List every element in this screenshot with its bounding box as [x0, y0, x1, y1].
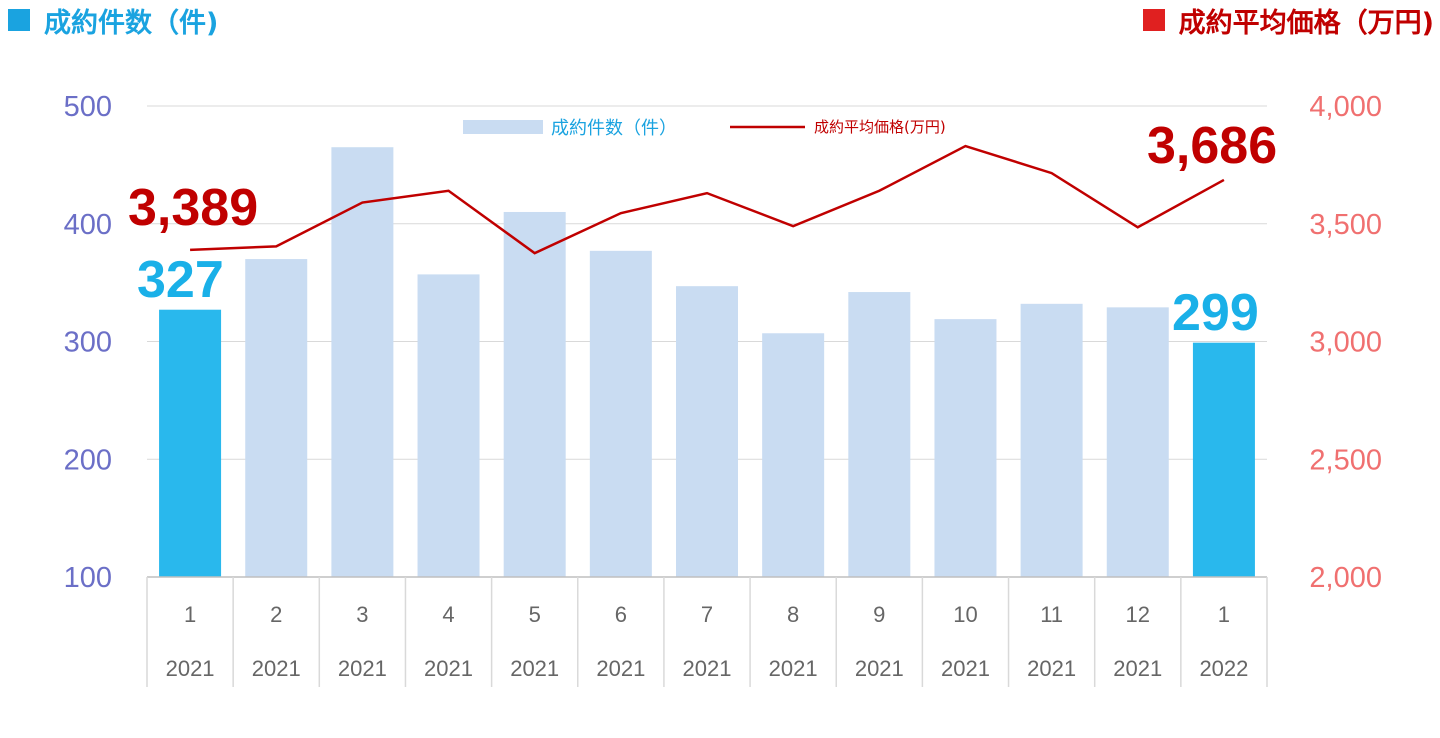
- left-axis-tick: 100: [64, 562, 112, 594]
- callout-first-price: 3,389: [128, 179, 258, 237]
- left-axis-tick: 200: [64, 444, 112, 476]
- right-axis-title: 成約平均価格（万円): [1178, 7, 1434, 39]
- bar-series: [159, 147, 1255, 577]
- x-tick-year: 2021: [252, 656, 301, 681]
- bar: [762, 333, 825, 577]
- bar: [1020, 303, 1083, 577]
- bar: [676, 286, 738, 577]
- x-tick-year: 2022: [1199, 656, 1248, 681]
- right-axis-tick: 2,000: [1309, 562, 1382, 594]
- bar: [1106, 307, 1169, 577]
- left-axis-tick: 300: [64, 327, 112, 359]
- x-tick-year: 2021: [1027, 656, 1076, 681]
- x-tick-year: 2021: [769, 656, 818, 681]
- right-axis-header: 成約平均価格（万円): [1142, 0, 1434, 40]
- callout-first-count: 327: [137, 251, 224, 309]
- bar: [159, 309, 222, 577]
- x-tick-month: 6: [615, 602, 627, 627]
- left-axis-tick: 500: [64, 91, 112, 123]
- callout-last-count: 299: [1172, 284, 1259, 342]
- left-axis-header: 成約件数（件): [8, 0, 218, 40]
- bar-series-swatch: [8, 9, 30, 31]
- x-tick-year: 2021: [424, 656, 473, 681]
- x-tick-month: 3: [356, 602, 368, 627]
- x-tick-month: 10: [953, 602, 977, 627]
- x-tick-month: 7: [701, 602, 713, 627]
- callout-last-price: 3,686: [1147, 117, 1277, 175]
- callouts: 3,389 327 3,686 299: [128, 117, 1277, 342]
- right-axis-tick: 2,500: [1309, 444, 1382, 476]
- bar: [934, 319, 997, 577]
- axes: 100 200 300 400 500 2,000 2,500 3,000 3,500 4,000…: [64, 91, 1382, 687]
- x-tick-month: 11: [1040, 602, 1063, 627]
- x-tick-month: 1: [1218, 602, 1230, 627]
- bar: [417, 274, 480, 577]
- bar: [245, 259, 308, 577]
- x-tick-year: 2021: [510, 656, 559, 681]
- x-tick-month: 1: [184, 602, 196, 627]
- price-line: [190, 144, 1225, 255]
- x-tick-year: 2021: [166, 656, 215, 681]
- x-tick-month: 4: [442, 602, 454, 627]
- x-tick-year: 2021: [338, 656, 387, 681]
- x-tick-year: 2021: [683, 656, 732, 681]
- bar: [1192, 342, 1255, 577]
- legend-line-label: 成約平均価格(万円): [814, 118, 946, 136]
- x-tick-month: 8: [787, 602, 799, 627]
- right-axis-tick: 3,000: [1309, 327, 1382, 359]
- bar: [589, 250, 652, 577]
- left-axis-tick: 400: [64, 209, 112, 241]
- left-axis-title: 成約件数（件): [44, 7, 219, 39]
- x-tick-month: 2: [270, 602, 282, 627]
- x-tick-year: 2021: [1113, 656, 1162, 681]
- legend-bar-label: 成約件数（件）: [551, 118, 677, 139]
- x-tick-year: 2021: [596, 656, 645, 681]
- x-tick-year: 2021: [855, 656, 904, 681]
- chart-legend: 成約件数（件） 成約平均価格(万円): [463, 118, 946, 139]
- line-series-swatch: [1142, 9, 1165, 31]
- x-tick-month: 12: [1126, 602, 1150, 627]
- bar: [848, 292, 911, 577]
- right-axis-tick: 4,000: [1309, 91, 1382, 123]
- x-tick-year: 2021: [941, 656, 990, 681]
- line-series: [190, 144, 1225, 255]
- x-tick-month: 9: [873, 602, 885, 627]
- right-axis-tick: 3,500: [1309, 209, 1382, 241]
- x-tick-month: 5: [529, 602, 541, 627]
- bar: [331, 147, 394, 577]
- bar: [503, 211, 566, 577]
- legend-bar-swatch: [463, 120, 543, 134]
